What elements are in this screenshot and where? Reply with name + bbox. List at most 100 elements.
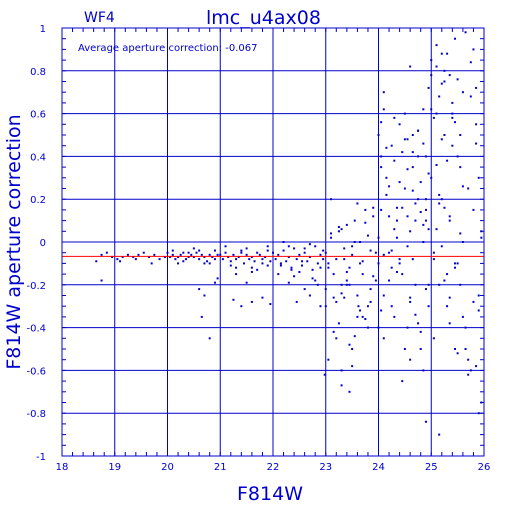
data-point: [435, 65, 438, 68]
data-point: [453, 262, 456, 265]
data-point: [424, 420, 427, 423]
data-point: [477, 412, 480, 415]
data-point: [198, 288, 201, 291]
data-point: [464, 326, 467, 329]
data-point: [475, 86, 478, 89]
data-point: [406, 168, 409, 171]
data-point: [253, 260, 256, 263]
data-point: [266, 245, 269, 248]
data-point: [467, 187, 470, 190]
data-point: [353, 241, 356, 243]
data-point: [451, 116, 454, 119]
data-point: [208, 337, 211, 340]
data-point: [337, 226, 340, 229]
data-point: [461, 91, 464, 94]
y-tick-labels: -1 -0.8 -0.6 -0.4 -0.2 0 0.2 0.4 0.6 0.8 1: [26, 24, 46, 463]
data-point: [345, 279, 348, 282]
data-point: [213, 258, 216, 261]
data-point: [456, 78, 459, 81]
data-point: [287, 281, 290, 284]
data-point: [424, 288, 427, 291]
data-point: [203, 294, 206, 297]
data-point: [459, 134, 462, 136]
x-tick-labels: 18 19 20 21 22 23 24 25 26: [56, 462, 491, 473]
data-point: [269, 260, 272, 263]
data-point: [390, 144, 393, 147]
data-point: [382, 253, 385, 256]
data-point: [319, 253, 322, 256]
data-point: [451, 112, 454, 115]
data-point: [443, 279, 446, 282]
data-point: [419, 330, 422, 333]
data-point: [311, 277, 314, 280]
data-point: [314, 245, 317, 248]
y-tick-label: -0.2: [26, 281, 46, 292]
data-point: [440, 245, 443, 248]
data-point: [409, 300, 412, 303]
data-point: [419, 211, 422, 214]
data-point: [351, 253, 354, 256]
data-point: [330, 198, 333, 201]
data-point: [422, 369, 425, 372]
chart-title: lmc_u4ax08: [206, 7, 321, 29]
data-point: [266, 249, 269, 252]
data-point: [322, 249, 325, 252]
plot-frame: [61, 27, 485, 457]
data-point: [477, 176, 480, 179]
data-point: [446, 159, 449, 162]
data-point: [477, 294, 480, 297]
data-point: [422, 241, 425, 243]
data-point: [427, 172, 430, 175]
data-point: [461, 241, 464, 243]
data-point: [323, 373, 326, 376]
data-point: [359, 309, 362, 312]
data-point: [385, 193, 388, 196]
data-point: [453, 348, 456, 350]
data-point: [153, 253, 156, 256]
data-point: [187, 255, 190, 258]
data-point: [459, 283, 462, 286]
data-point: [277, 273, 280, 276]
data-point: [235, 258, 238, 261]
data-point: [158, 258, 161, 261]
data-point: [417, 322, 420, 325]
data-point: [356, 315, 359, 318]
data-point: [401, 380, 404, 383]
data-point: [242, 262, 245, 265]
data-point: [203, 262, 206, 265]
data-point: [337, 322, 340, 325]
data-point: [301, 264, 304, 267]
data-point: [464, 31, 467, 34]
data-point: [353, 335, 356, 338]
data-point: [398, 258, 401, 261]
data-point: [177, 255, 180, 258]
data-point: [427, 228, 430, 231]
data-point: [424, 198, 427, 201]
data-point: [448, 215, 451, 218]
x-tick-label: 26: [478, 462, 491, 473]
data-point: [261, 258, 264, 261]
data-point: [224, 245, 227, 248]
data-point: [448, 322, 451, 325]
data-point: [192, 255, 195, 258]
data-point: [232, 298, 235, 301]
data-point: [467, 358, 470, 361]
data-point: [295, 258, 298, 261]
data-point: [345, 223, 348, 226]
data-point: [195, 251, 198, 254]
data-point: [388, 215, 391, 218]
data-point: [446, 273, 449, 276]
data-point: [382, 108, 385, 111]
data-point: [359, 241, 362, 243]
data-point: [414, 202, 417, 205]
data-point: [163, 255, 166, 258]
data-point: [388, 251, 391, 254]
data-point: [359, 262, 362, 265]
data-point: [224, 251, 227, 254]
data-point: [248, 258, 251, 261]
data-point: [287, 245, 290, 248]
data-point: [435, 163, 438, 166]
data-point: [401, 273, 404, 276]
data-point: [443, 80, 446, 83]
data-point: [203, 255, 206, 258]
